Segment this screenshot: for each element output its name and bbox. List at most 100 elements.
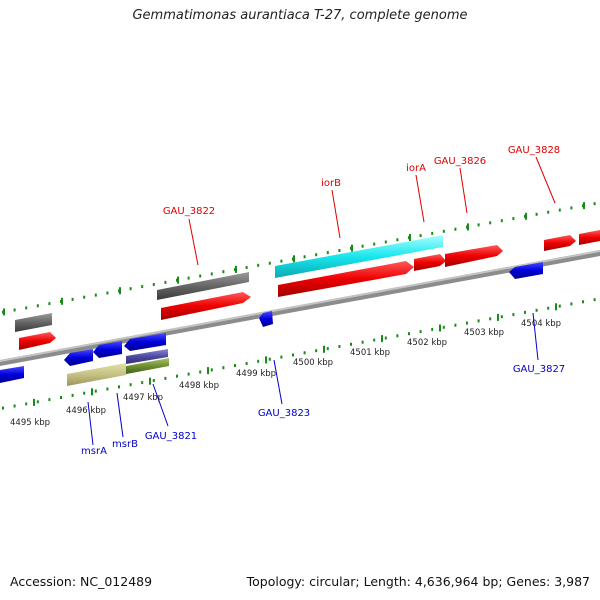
forward-features [15, 230, 600, 350]
minor-tick [547, 306, 550, 310]
minor-tick [384, 336, 387, 340]
minor-tick [187, 276, 190, 280]
minor-tick [500, 219, 503, 223]
kbp-label: 4504 kbp [521, 319, 561, 329]
minor-tick [234, 364, 236, 368]
minor-tick [94, 389, 97, 393]
label-gau3822[interactable]: GAU_3822 [163, 206, 215, 217]
minor-tick [303, 255, 306, 259]
kbp-label: 4497 kbp [123, 393, 163, 403]
minor-tick [361, 244, 364, 248]
minor-tick [280, 259, 283, 263]
major-tick [61, 297, 63, 305]
reverse-gene-labels: msrA msrB GAU_3821 GAU_3823 GAU_3827 [81, 312, 565, 457]
minor-tick [210, 272, 213, 276]
minor-tick [25, 306, 28, 310]
major-tick [583, 202, 585, 210]
gene-olive-gau3821[interactable] [126, 358, 169, 374]
minor-tick [245, 362, 248, 365]
major-tick [119, 287, 121, 295]
major-tick [3, 308, 5, 316]
minor-tick [396, 238, 399, 242]
minor-tick [129, 383, 132, 387]
minor-tick [36, 304, 39, 308]
kbp-label: 4495 kbp [10, 418, 50, 428]
label-msra[interactable]: msrA [81, 446, 107, 457]
minor-tick [48, 302, 51, 306]
gene-red-gau3828[interactable] [544, 235, 576, 251]
minor-tick [593, 298, 596, 302]
label-msrb[interactable]: msrB [112, 439, 138, 450]
minor-tick [558, 208, 561, 212]
label-gau3827[interactable]: GAU_3827 [513, 364, 565, 375]
minor-tick [164, 280, 167, 284]
minor-tick [106, 387, 109, 391]
minor-tick [71, 393, 74, 397]
gene-gray-block-a[interactable] [157, 272, 249, 300]
gene-gray-left[interactable] [15, 313, 52, 332]
reverse-features [0, 262, 543, 386]
minor-tick [25, 402, 28, 406]
genome-summary-text: Topology: circular; Length: 4,636,964 bp… [246, 574, 590, 589]
top-tick-track [2, 202, 596, 316]
minor-tick [361, 340, 364, 344]
minor-tick [477, 319, 480, 323]
bottom-tick-track [2, 298, 596, 410]
minor-tick [106, 291, 109, 295]
gene-blue-gau3821-top[interactable] [124, 333, 166, 351]
minor-tick [570, 302, 573, 306]
minor-tick [268, 357, 271, 361]
gene-khaki-msra[interactable] [67, 363, 126, 386]
kbp-label: 4503 kbp [464, 328, 504, 338]
kbp-label: 4502 kbp [407, 338, 447, 348]
gene-blue-gau3823[interactable] [259, 311, 273, 327]
label-iorb[interactable]: iorB [321, 178, 341, 189]
gene-blue-msra-top[interactable] [64, 349, 93, 366]
minor-tick [245, 266, 248, 269]
label-gau3826[interactable]: GAU_3826 [434, 156, 486, 167]
gene-red-gau3826[interactable] [445, 245, 503, 267]
minor-tick [547, 210, 550, 214]
minor-tick [2, 406, 4, 410]
minor-tick [187, 372, 190, 376]
label-gau3821[interactable]: GAU_3821 [145, 431, 197, 442]
minor-tick [199, 370, 202, 374]
minor-tick [152, 379, 155, 382]
minor-tick [489, 317, 492, 321]
map-title: Gemmatimonas aurantiaca T-27, complete g… [132, 8, 468, 23]
minor-tick [83, 391, 86, 395]
gene-cyan-iorb[interactable] [275, 235, 443, 278]
minor-tick [384, 240, 387, 244]
major-tick [497, 313, 499, 321]
minor-tick [454, 323, 457, 327]
minor-tick [71, 297, 74, 301]
minor-tick [257, 263, 260, 267]
gene-blue-msrb-top[interactable] [93, 341, 122, 358]
minor-tick [431, 327, 434, 331]
minor-tick [315, 349, 318, 353]
minor-tick [535, 212, 538, 216]
major-tick [177, 276, 179, 284]
label-gau3823[interactable]: GAU_3823 [258, 408, 310, 419]
gene-red-iorb[interactable] [278, 261, 414, 297]
minor-tick [303, 351, 306, 355]
minor-tick [326, 347, 329, 351]
minor-tick [141, 381, 144, 385]
gene-red-left[interactable] [19, 332, 56, 350]
gene-purple-msrb[interactable] [126, 349, 168, 364]
major-tick [351, 244, 353, 252]
minor-tick [60, 396, 62, 399]
gene-blue-gau3827[interactable] [509, 262, 543, 279]
gene-red-iora[interactable] [414, 254, 446, 271]
label-iora[interactable]: iorA [406, 163, 426, 174]
label-gau3828[interactable]: GAU_3828 [508, 145, 560, 156]
minor-tick [431, 231, 434, 235]
gene-red-gau3822[interactable] [161, 292, 251, 320]
forward-gene-labels: GAU_3822 iorB iorA GAU_3826 GAU_3828 [163, 145, 560, 266]
minor-tick [442, 229, 445, 233]
gene-blue-far-left[interactable] [0, 366, 24, 383]
minor-tick [524, 310, 526, 314]
major-tick [439, 324, 441, 332]
gene-red-far-right[interactable] [579, 230, 600, 245]
